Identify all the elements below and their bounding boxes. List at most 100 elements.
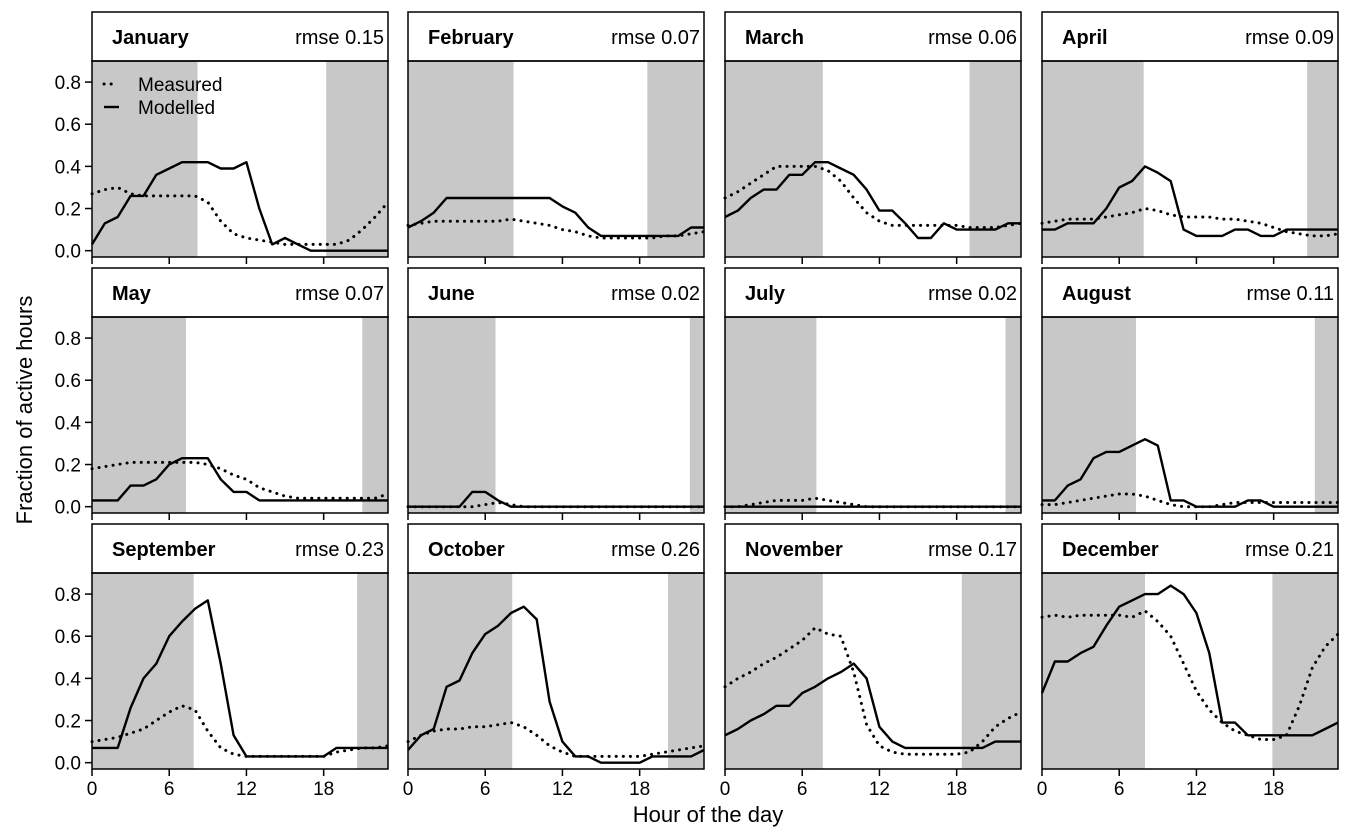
series-modelled-line	[92, 457, 388, 502]
y-tick-label: 0.0	[55, 754, 81, 775]
panel-rmse: rmse 0.17	[928, 539, 1017, 561]
series-modelled-line	[1042, 438, 1338, 508]
y-tick-label: 0.6	[55, 371, 81, 392]
series-measured-line	[406, 217, 706, 240]
panel-september: September rmse 0.23 0.0 0.2 0.4 0.6 0.8 0 6 12 18	[55, 523, 390, 800]
panel-rmse: rmse 0.07	[295, 283, 384, 305]
y-tick-label: 0.4	[55, 669, 82, 690]
panel-rmse: rmse 0.15	[295, 27, 384, 49]
series-modelled-line	[724, 160, 1021, 240]
panel-title: May	[112, 283, 152, 305]
night-band	[92, 317, 186, 513]
series-modelled-line	[1040, 584, 1339, 737]
panel-august: August rmse 0.11	[1040, 267, 1340, 520]
night-band	[408, 573, 513, 769]
x-tick-label: 18	[946, 779, 967, 800]
night-band	[408, 317, 496, 513]
series-modelled-line	[1042, 165, 1338, 238]
night-band	[1307, 61, 1338, 257]
panel-title: August	[1062, 283, 1131, 305]
panel-rmse: rmse 0.02	[928, 283, 1017, 305]
y-tick-label: 0.6	[55, 115, 81, 136]
panel-title: December	[1062, 539, 1159, 561]
panel-title: July	[745, 283, 786, 305]
y-tick-label: 0.4	[55, 413, 82, 434]
plot-frame	[1041, 60, 1339, 258]
panel-april: April rmse 0.09	[1040, 11, 1340, 264]
night-band	[357, 573, 388, 769]
x-tick-label: 6	[480, 779, 491, 800]
panel-title: April	[1062, 27, 1108, 49]
panel-strip	[1041, 267, 1339, 318]
panel-strip	[91, 11, 389, 62]
x-tick-label: 6	[797, 779, 808, 800]
night-band	[1042, 573, 1145, 769]
x-tick-label: 12	[236, 779, 257, 800]
plot-frame	[407, 572, 705, 770]
night-band	[725, 317, 817, 513]
legend-measured-label: Measured	[138, 75, 223, 96]
night-band	[1314, 317, 1338, 513]
night-band	[92, 573, 194, 769]
x-tick-label: 18	[1263, 779, 1284, 800]
panel-july: July rmse 0.02	[723, 267, 1023, 520]
panel-rmse: rmse 0.07	[611, 27, 700, 49]
panel-strip	[724, 267, 1022, 318]
x-tick-label: 0	[87, 779, 98, 800]
plot-frame	[1041, 572, 1339, 770]
night-band	[1272, 573, 1338, 769]
panel-title: February	[428, 27, 514, 49]
series-measured-line	[90, 704, 390, 758]
night-band	[725, 61, 823, 257]
panel-march: March rmse 0.06	[723, 11, 1023, 264]
y-tick-label: 0.6	[55, 627, 81, 648]
x-tick-label: 12	[869, 779, 890, 800]
plot-frame	[407, 60, 705, 258]
night-band	[408, 61, 514, 257]
plot-frame	[91, 316, 389, 514]
panel-title: June	[428, 283, 475, 305]
panel-strip	[1041, 523, 1339, 574]
plot-frame	[724, 572, 1022, 770]
night-band	[362, 317, 388, 513]
night-band	[961, 573, 1021, 769]
legend-modelled-label: Modelled	[138, 98, 215, 119]
plot-frame	[724, 60, 1022, 258]
series-modelled-line	[90, 160, 388, 252]
panel-rmse: rmse 0.26	[611, 539, 700, 561]
panel-rmse: rmse 0.09	[1245, 27, 1334, 49]
y-tick-label: 0.0	[55, 242, 81, 263]
plot-frame	[91, 572, 389, 770]
plot-frame	[724, 316, 1022, 514]
panel-january: January rmse 0.15 0.0 0.2 0.4 0.6 0.8 MeasuredM…	[55, 11, 390, 264]
y-tick-label: 0.2	[55, 456, 81, 477]
plot-frame	[407, 316, 705, 514]
night-band	[725, 573, 823, 769]
panel-rmse: rmse 0.02	[611, 283, 700, 305]
plot-frame	[91, 60, 389, 258]
x-tick-label: 6	[164, 779, 175, 800]
panel-rmse: rmse 0.06	[928, 27, 1017, 49]
panel-title: January	[112, 27, 190, 49]
x-tick-label: 18	[313, 779, 334, 800]
y-tick-label: 0.0	[55, 498, 81, 519]
night-band	[647, 61, 704, 257]
series-modelled-line	[92, 599, 388, 758]
panel-rmse: rmse 0.21	[1245, 539, 1334, 561]
panel-title: September	[112, 539, 216, 561]
x-axis-label: Hour of the day	[633, 802, 783, 827]
panel-may: May rmse 0.07 0.0 0.2 0.4 0.6 0.8	[55, 267, 390, 520]
series-measured-line	[723, 625, 1023, 756]
x-tick-label: 12	[552, 779, 573, 800]
night-band	[1005, 317, 1021, 513]
panel-strip	[407, 267, 705, 318]
night-band	[326, 61, 388, 257]
series-modelled-line	[724, 662, 1021, 750]
panel-title: November	[745, 539, 843, 561]
series-measured-line	[723, 164, 1023, 229]
panel-october: October rmse 0.26 0 6 12 18	[403, 523, 706, 800]
y-tick-label: 0.8	[55, 329, 81, 350]
panel-strip	[91, 267, 389, 318]
